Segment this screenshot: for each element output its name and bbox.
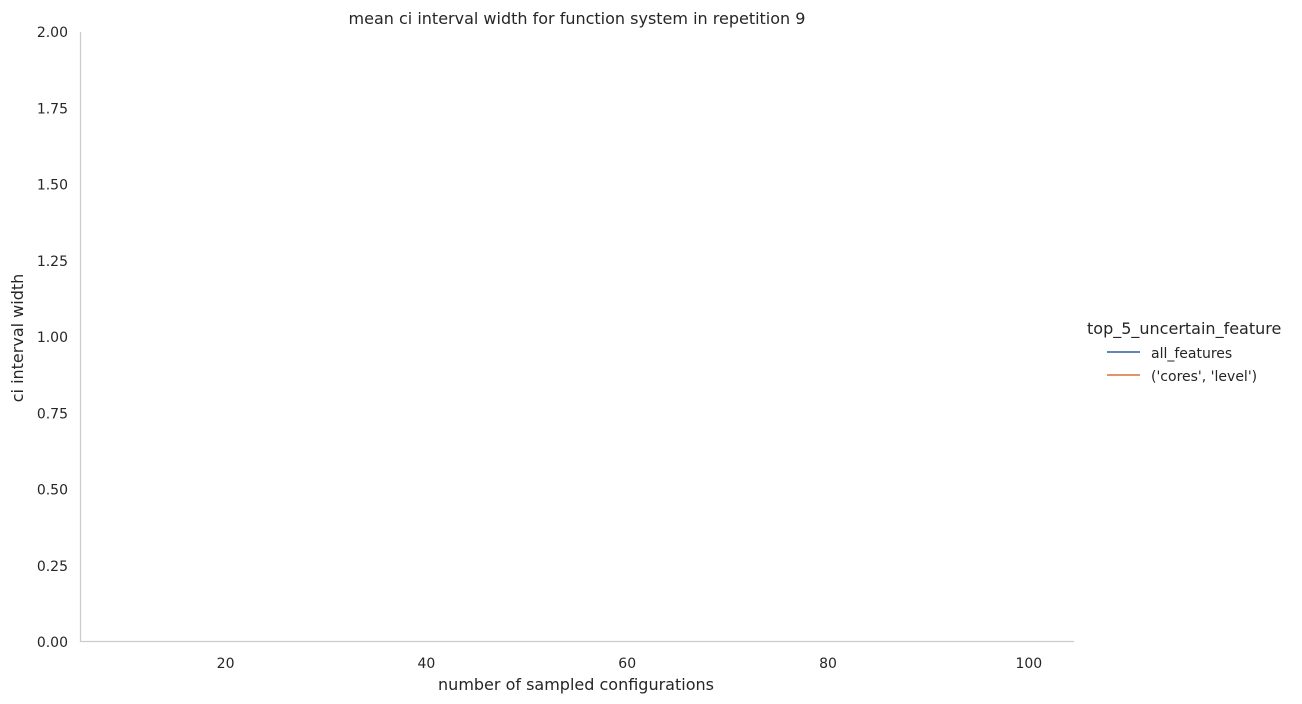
legend-title: top_5_uncertain_feature — [1087, 319, 1281, 339]
x-tick-labels: 20 40 60 80 100 — [217, 656, 1043, 672]
y-tick-label: 1.25 — [37, 254, 68, 270]
x-tick-label: 100 — [1015, 656, 1042, 672]
y-tick-label: 1.75 — [37, 101, 68, 117]
y-tick-label: 1.50 — [37, 178, 68, 194]
x-axis-title: number of sampled configurations — [438, 675, 714, 694]
y-tick-label: 0.25 — [37, 559, 68, 575]
chart-title: mean ci interval width for function syst… — [349, 9, 806, 28]
y-tick-label: 2.00 — [37, 25, 68, 41]
legend: top_5_uncertain_feature all_features ('c… — [1087, 319, 1281, 385]
y-axis-title: ci interval width — [8, 274, 27, 403]
y-tick-label: 0.75 — [37, 406, 68, 422]
x-tick-label: 40 — [417, 656, 435, 672]
y-tick-label: 1.00 — [37, 330, 68, 346]
legend-label-cores-level: ('cores', 'level') — [1151, 369, 1257, 385]
x-tick-label: 80 — [819, 656, 837, 672]
x-tick-label: 60 — [618, 656, 636, 672]
x-tick-label: 20 — [217, 656, 235, 672]
y-tick-label: 0.00 — [37, 635, 68, 651]
y-tick-labels: 0.00 0.25 0.50 0.75 1.00 1.25 1.50 1.75 2.00 — [37, 25, 68, 651]
y-tick-label: 0.50 — [37, 483, 68, 499]
legend-label-all-features: all_features — [1151, 346, 1232, 362]
